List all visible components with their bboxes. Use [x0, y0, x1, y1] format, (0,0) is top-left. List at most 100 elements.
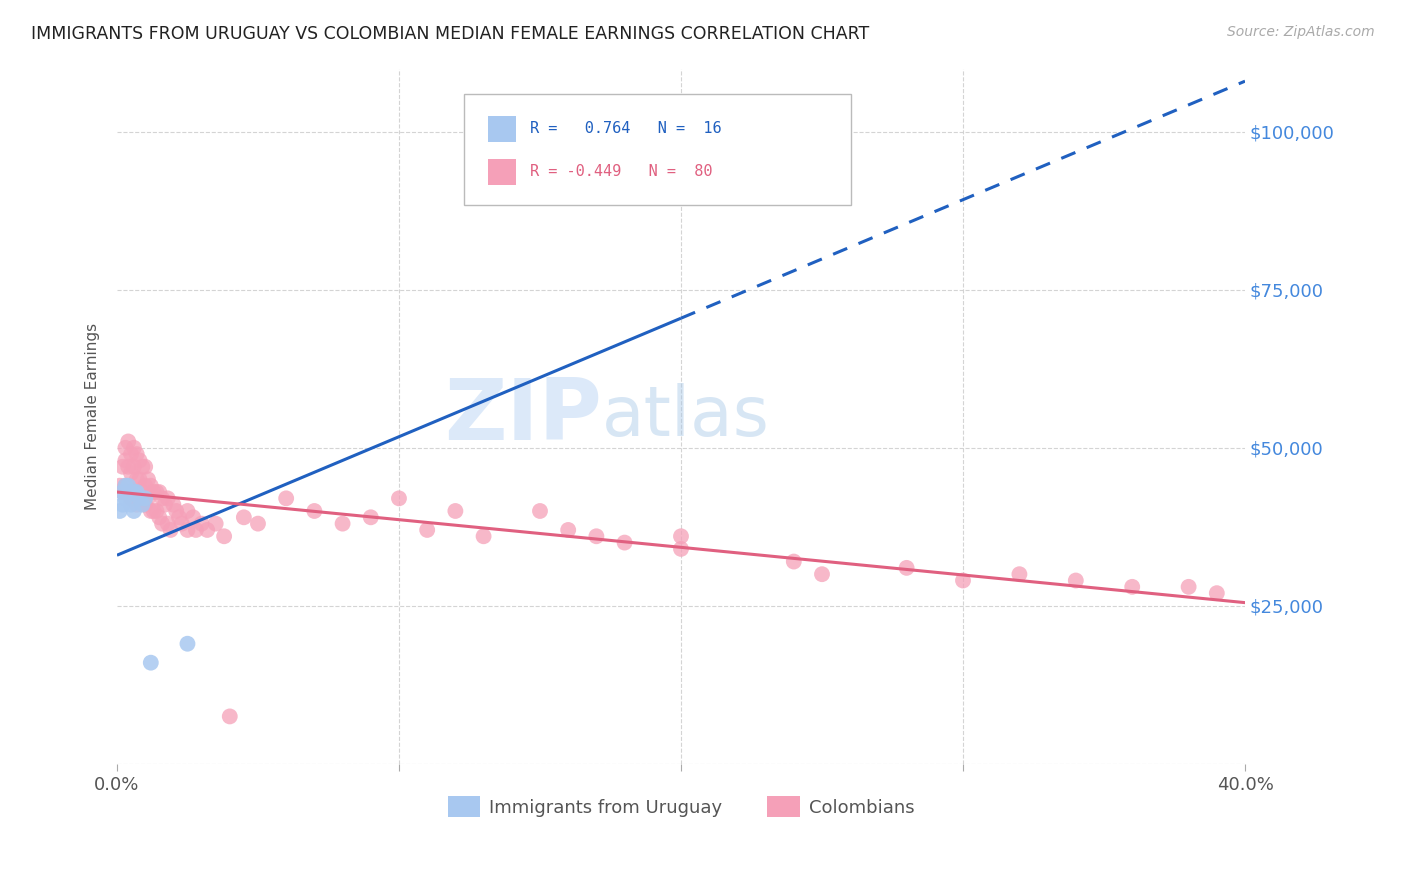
Point	[125, 472, 148, 486]
Point	[332, 516, 354, 531]
Point	[246, 516, 269, 531]
Point	[114, 479, 136, 493]
Point	[125, 447, 148, 461]
Point	[232, 510, 254, 524]
Text: R = -0.449   N =  80: R = -0.449 N = 80	[530, 164, 713, 179]
Point	[669, 541, 692, 556]
Point	[156, 516, 179, 531]
Point	[134, 491, 156, 506]
Point	[1205, 586, 1227, 600]
Point	[204, 516, 226, 531]
Text: R =   0.764   N =  16: R = 0.764 N = 16	[530, 121, 721, 136]
Point	[276, 491, 298, 506]
Point	[108, 479, 131, 493]
Point	[114, 479, 136, 493]
Point	[120, 491, 142, 506]
Point	[120, 498, 142, 512]
Point	[184, 523, 207, 537]
Point	[120, 485, 142, 500]
Point	[170, 516, 193, 531]
Point	[117, 485, 139, 500]
Point	[139, 504, 162, 518]
Point	[156, 491, 179, 506]
Point	[145, 485, 167, 500]
Point	[111, 498, 134, 512]
Point	[128, 472, 150, 486]
Point	[304, 504, 326, 518]
Point	[128, 453, 150, 467]
Point	[128, 491, 150, 506]
Point	[122, 485, 145, 500]
Point	[117, 434, 139, 449]
Point	[529, 504, 551, 518]
Point	[557, 523, 579, 537]
Point	[114, 453, 136, 467]
Point	[131, 498, 153, 512]
Point	[131, 485, 153, 500]
Point	[181, 510, 204, 524]
Legend: Immigrants from Uruguay, Colombians: Immigrants from Uruguay, Colombians	[440, 789, 922, 824]
Point	[111, 485, 134, 500]
Text: ZIP: ZIP	[444, 375, 602, 458]
Point	[1008, 567, 1031, 582]
Text: IMMIGRANTS FROM URUGUAY VS COLOMBIAN MEDIAN FEMALE EARNINGS CORRELATION CHART: IMMIGRANTS FROM URUGUAY VS COLOMBIAN MED…	[31, 25, 869, 43]
Point	[472, 529, 495, 543]
Text: atlas: atlas	[602, 383, 770, 450]
Point	[117, 479, 139, 493]
Point	[176, 523, 198, 537]
Point	[360, 510, 382, 524]
Point	[128, 491, 150, 506]
Point	[120, 466, 142, 480]
Point	[165, 504, 187, 518]
Point	[1177, 580, 1199, 594]
Point	[1121, 580, 1143, 594]
Point	[122, 459, 145, 474]
Point	[136, 491, 159, 506]
Point	[139, 656, 162, 670]
Point	[150, 516, 173, 531]
Point	[134, 459, 156, 474]
Point	[444, 504, 467, 518]
Point	[669, 529, 692, 543]
Point	[142, 485, 165, 500]
Point	[416, 523, 439, 537]
Point	[176, 504, 198, 518]
Y-axis label: Median Female Earnings: Median Female Earnings	[86, 323, 100, 509]
Point	[783, 555, 806, 569]
Point	[613, 535, 636, 549]
Point	[585, 529, 607, 543]
Point	[218, 709, 240, 723]
Point	[150, 491, 173, 506]
Point	[142, 504, 165, 518]
Point	[896, 561, 918, 575]
Point	[120, 447, 142, 461]
Point	[134, 479, 156, 493]
Text: Source: ZipAtlas.com: Source: ZipAtlas.com	[1227, 25, 1375, 39]
Point	[131, 459, 153, 474]
Point	[145, 504, 167, 518]
Point	[148, 485, 170, 500]
Point	[139, 479, 162, 493]
Point	[190, 516, 212, 531]
Point	[111, 459, 134, 474]
Point	[195, 523, 218, 537]
Point	[159, 523, 181, 537]
Point	[114, 491, 136, 506]
Point	[167, 510, 190, 524]
Point	[136, 472, 159, 486]
Point	[153, 498, 176, 512]
Point	[111, 485, 134, 500]
Point	[162, 498, 184, 512]
Point	[122, 441, 145, 455]
Point	[125, 485, 148, 500]
Point	[811, 567, 834, 582]
Point	[122, 485, 145, 500]
Point	[114, 441, 136, 455]
Point	[134, 498, 156, 512]
Point	[388, 491, 411, 506]
Point	[108, 504, 131, 518]
Point	[1064, 574, 1087, 588]
Point	[122, 504, 145, 518]
Point	[176, 637, 198, 651]
Point	[125, 498, 148, 512]
